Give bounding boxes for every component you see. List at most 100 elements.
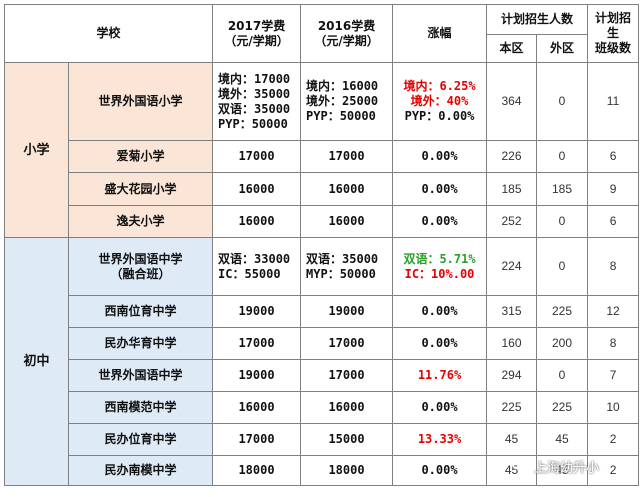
outside-enroll-cell: 0 xyxy=(536,359,589,392)
header-fee-2017: 2017学费 （元/学期） xyxy=(212,4,302,63)
fee-2016-cell: 16000 xyxy=(300,391,394,424)
fee-2016-cell: 18000 xyxy=(300,455,394,486)
outside-enroll-cell: 225 xyxy=(536,391,589,424)
table-row: 民办华育中学 17000 17000 0.00% 160 200 8 xyxy=(5,327,640,360)
fee-2017-cell: 18000 xyxy=(212,455,302,486)
school-name: 爱菊小学 xyxy=(67,140,214,173)
fee-2016-cell: 双语：35000 MYP：50000 xyxy=(300,237,394,296)
fee-2017-cell: 17000 xyxy=(212,140,302,173)
outside-enroll-cell: 0 xyxy=(536,237,589,296)
table-row: 西南模范中学 16000 16000 0.00% 225 225 10 xyxy=(5,391,640,424)
outside-enroll-cell: 0 xyxy=(536,205,589,238)
local-enroll-cell: 224 xyxy=(486,237,538,296)
local-enroll-cell: 226 xyxy=(486,140,538,173)
fee-2017-cell: 16000 xyxy=(212,205,302,238)
classes-cell: 8 xyxy=(587,237,640,296)
watermark-text: 上海幼升小 xyxy=(534,460,600,476)
fee-2016-cell: 16000 xyxy=(300,172,394,206)
classes-cell: 6 xyxy=(587,140,640,173)
header-increase: 涨幅 xyxy=(392,4,488,63)
classes-cell: 6 xyxy=(587,205,640,238)
fee-2017-cell: 17000 xyxy=(212,423,302,456)
classes-cell: 2 xyxy=(587,455,640,486)
outside-enroll-cell: 45 xyxy=(536,455,589,486)
fee-2017-cell: 19000 xyxy=(212,295,302,328)
group-label: 小学 xyxy=(4,62,69,238)
outside-enroll-cell: 0 xyxy=(536,62,589,141)
school-name: 西南位育中学 xyxy=(67,295,214,328)
local-enroll-cell: 225 xyxy=(486,391,538,424)
fee-2017-cell: 双语：33000 IC：55000 xyxy=(212,237,302,296)
increase-cell: 0.00% xyxy=(392,455,488,486)
local-enroll-cell: 364 xyxy=(486,62,538,141)
school-name: 盛大花园小学 xyxy=(67,172,214,206)
increase-cell: 11.76% xyxy=(392,359,488,392)
outside-enroll-cell: 0 xyxy=(536,140,589,173)
header-fee-2016: 2016学费 （元/学期） xyxy=(300,4,394,63)
fee-2016-cell: 17000 xyxy=(300,359,394,392)
header-local: 本区 xyxy=(486,34,538,63)
increase-cell: 0.00% xyxy=(392,295,488,328)
local-enroll-cell: 252 xyxy=(486,205,538,238)
school-name: 世界外国语小学 xyxy=(67,62,214,141)
school-name: 民办位育中学 xyxy=(67,423,214,456)
fee-2016-cell: 境内：16000 境外：25000 PYP：50000 xyxy=(300,62,394,141)
classes-cell: 12 xyxy=(587,295,640,328)
school-name: 民办华育中学 xyxy=(67,327,214,360)
fee-2016-cell: 17000 xyxy=(300,140,394,173)
classes-cell: 9 xyxy=(587,172,640,206)
watermark: 上海幼升小 xyxy=(512,455,632,477)
group-label: 初中 xyxy=(4,237,69,486)
fee-2017-cell: 16000 xyxy=(212,391,302,424)
fee-2017-cell: 17000 xyxy=(212,327,302,360)
school-name: 逸夫小学 xyxy=(67,205,214,238)
table-row: 世界外国语中学 19000 17000 11.76% 294 0 7 xyxy=(5,359,640,392)
wechat-icon xyxy=(512,458,530,473)
fee-2016-cell: 15000 xyxy=(300,423,394,456)
table-row: 民办南模中学 18000 18000 0.00% 45 45 2 xyxy=(5,455,640,486)
header-plan-classes: 计划招 生 班级数 xyxy=(587,4,640,63)
classes-cell: 10 xyxy=(587,391,640,424)
classes-cell: 11 xyxy=(587,62,640,141)
table-row: 民办位育中学 17000 15000 13.33% 45 45 2 xyxy=(5,423,640,456)
increase-cell: 0.00% xyxy=(392,327,488,360)
table-body: 小学 世界外国语小学 境内：17000 境外：35000 双语：35000 PYP：500… xyxy=(4,62,640,486)
school-name: 西南模范中学 xyxy=(67,391,214,424)
increase-cell: 双语：5.71% IC：10%.00 xyxy=(392,237,488,296)
fee-2016-cell: 19000 xyxy=(300,295,394,328)
table-row: 盛大花园小学 16000 16000 0.00% 185 185 9 xyxy=(5,172,640,206)
classes-cell: 2 xyxy=(587,423,640,456)
table-row: 逸夫小学 16000 16000 0.00% 252 0 6 xyxy=(5,205,640,238)
table-row: 西南位育中学 19000 19000 0.00% 315 225 12 xyxy=(5,295,640,328)
table-row: 爱菊小学 17000 17000 0.00% 226 0 6 xyxy=(5,140,640,173)
fee-2017-cell: 境内：17000 境外：35000 双语：35000 PYP：50000 xyxy=(212,62,302,141)
fee-2017-cell: 19000 xyxy=(212,359,302,392)
local-enroll-cell: 294 xyxy=(486,359,538,392)
school-name: 民办南模中学 xyxy=(67,455,214,486)
fee-2016-cell: 16000 xyxy=(300,205,394,238)
increase-cell: 0.00% xyxy=(392,140,488,173)
school-name: 世界外国语中学 xyxy=(67,359,214,392)
fee-2017-cell: 16000 xyxy=(212,172,302,206)
header-plan-enroll: 计划招生人数 xyxy=(486,4,589,35)
local-enroll-cell: 315 xyxy=(486,295,538,328)
outside-enroll-cell: 200 xyxy=(536,327,589,360)
table-row: 小学 世界外国语小学 境内：17000 境外：35000 双语：35000 PYP：500… xyxy=(4,62,640,238)
increase-cell: 0.00% xyxy=(392,172,488,206)
increase-cell: 0.00% xyxy=(392,391,488,424)
classes-cell: 8 xyxy=(587,327,640,360)
table-row: 初中 世界外国语中学 （融合班） 双语：33000 IC：55000 双语：35000 MY… xyxy=(4,237,640,486)
local-enroll-cell: 45 xyxy=(486,423,538,456)
outside-enroll-cell: 225 xyxy=(536,295,589,328)
school-name: 世界外国语中学 （融合班） xyxy=(67,237,214,296)
header-outside: 外区 xyxy=(536,34,589,63)
outside-enroll-cell: 45 xyxy=(536,423,589,456)
local-enroll-cell: 185 xyxy=(486,172,538,206)
increase-cell: 13.33% xyxy=(392,423,488,456)
increase-cell: 0.00% xyxy=(392,205,488,238)
classes-cell: 7 xyxy=(587,359,640,392)
increase-cell: 境内：6.25% 境外：40% PYP：0.00% xyxy=(392,62,488,141)
header-school: 学校 xyxy=(3,4,214,63)
fee-2016-cell: 17000 xyxy=(300,327,394,360)
